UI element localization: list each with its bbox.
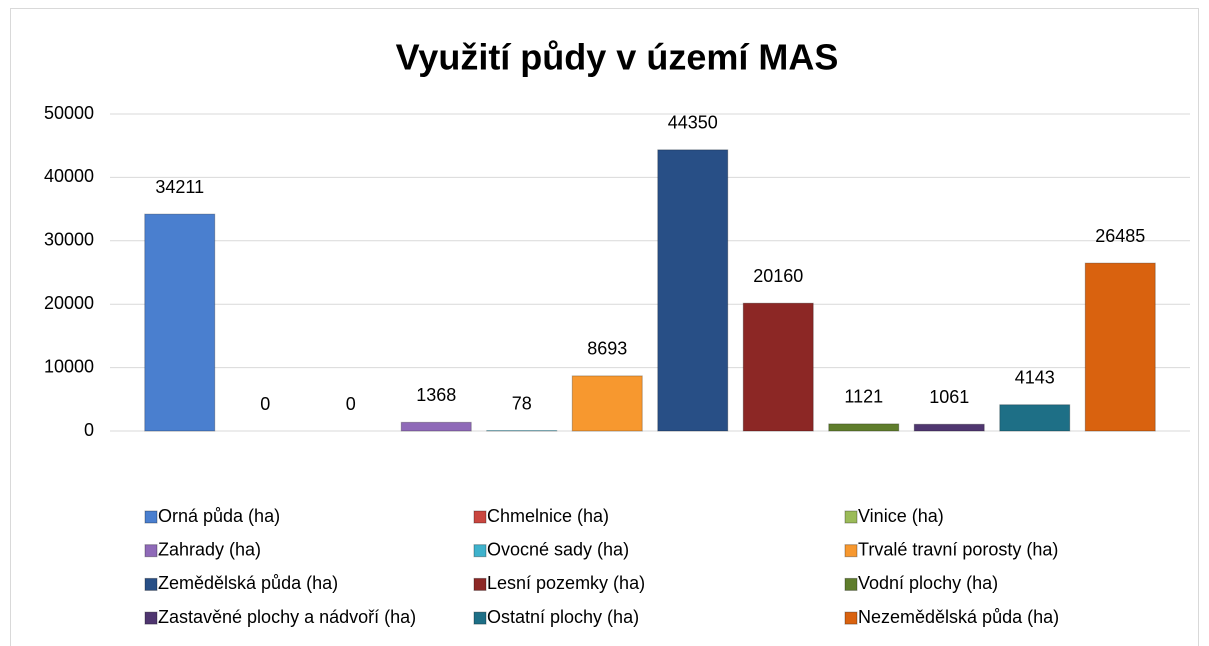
bar [657,149,729,432]
legend-swatch [844,611,858,625]
data-label: 26485 [1095,226,1145,246]
legend-label: Vodní plochy (ha) [858,573,998,593]
data-label: 44350 [668,113,718,133]
data-label: 4143 [1015,367,1055,387]
bar [571,375,643,432]
bar [828,423,900,432]
legend-label: Orná půda (ha) [158,506,280,526]
legend-label: Zastavěné plochy a nádvoří (ha) [158,607,416,627]
legend-swatch [473,510,487,524]
legend-label: Vinice (ha) [858,506,944,526]
legend-swatch [144,577,158,591]
bar [144,213,216,432]
legend-label: Zemědělská půda (ha) [158,573,338,593]
legend-label: Ostatní plochy (ha) [487,607,639,627]
y-tick-label: 0 [84,420,94,440]
data-label: 34211 [155,177,204,197]
bar [400,421,472,432]
bar [742,302,814,432]
data-label: 0 [346,394,356,414]
legend-swatch [144,544,158,558]
y-tick-label: 10000 [44,356,94,376]
legend-label: Nezemědělská půda (ha) [858,607,1059,627]
legend-swatch [844,510,858,524]
legend-swatch [844,577,858,591]
y-tick-label: 40000 [44,166,94,186]
bar [913,423,985,432]
legend-label: Zahrady (ha) [158,539,261,559]
data-label: 20160 [753,266,803,286]
legend-label: Trvalé travní porosty (ha) [858,539,1058,559]
legend-swatch [144,510,158,524]
legend-swatch [473,611,487,625]
legend-label: Ovocné sady (ha) [487,539,629,559]
legend-label: Chmelnice (ha) [487,506,609,526]
data-label: 0 [260,394,270,414]
data-label: 8693 [587,339,627,359]
data-label: 1061 [929,387,969,407]
y-tick-label: 20000 [44,293,94,313]
legend-swatch [473,577,487,591]
bar [999,404,1071,432]
y-tick-label: 30000 [44,230,94,250]
legend-label: Lesní pozemky (ha) [487,573,645,593]
data-label: 1368 [416,385,456,405]
legend-swatch [144,611,158,625]
chart-title: Využití půdy v území MAS [396,37,839,78]
data-label: 1121 [844,387,883,407]
legend-swatch [473,544,487,558]
legend-swatch [844,544,858,558]
y-tick-label: 50000 [44,103,94,123]
bar [1084,262,1156,432]
data-label: 78 [512,393,532,413]
